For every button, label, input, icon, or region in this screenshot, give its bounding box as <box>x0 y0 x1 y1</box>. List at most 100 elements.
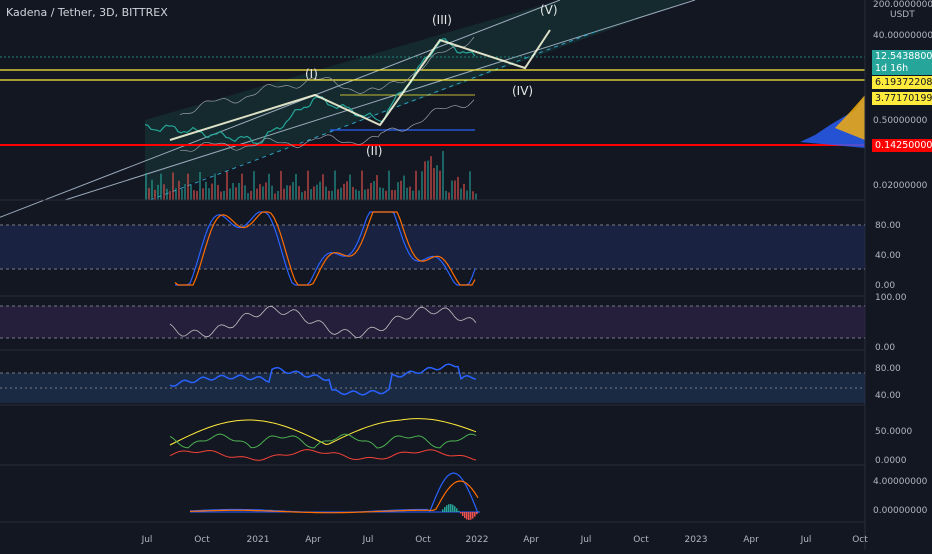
volume-bar <box>343 184 345 200</box>
macd-tick-2: 0.00000000 <box>873 506 928 516</box>
volume-bar <box>331 191 333 200</box>
volume-bar <box>313 186 315 200</box>
mfi-tick-2: 40.00 <box>875 391 901 401</box>
volume-bar <box>436 165 438 200</box>
volume-bar <box>277 191 279 200</box>
time-axis-label: Oct <box>633 535 649 545</box>
macd-tick-1: 4.00000000 <box>873 477 928 487</box>
wave-label-2: (II) <box>366 144 382 158</box>
volume-bar <box>163 184 165 200</box>
volume-bar <box>325 187 327 200</box>
macd-histogram-bar <box>456 508 458 512</box>
volume-bar <box>235 187 237 200</box>
volume-bar <box>382 188 384 200</box>
volume-bar <box>289 186 291 200</box>
volume-bar <box>358 191 360 200</box>
volume-bar <box>286 185 288 200</box>
volume-bar <box>232 183 234 200</box>
time-axis-label: Oct <box>852 535 868 545</box>
volume-bar <box>148 188 150 200</box>
volume-bar <box>364 190 366 200</box>
macd-histogram-bar <box>470 512 472 520</box>
time-axis-label: Jul <box>362 535 374 545</box>
volume-bar <box>211 184 213 200</box>
volume-bar <box>205 182 207 200</box>
macd-histogram-bar <box>472 512 474 519</box>
volume-bar <box>367 189 369 200</box>
volume-bar <box>304 191 306 200</box>
volume-bar <box>280 171 282 200</box>
volume-bar <box>316 185 318 200</box>
volume-bar <box>355 189 357 200</box>
volume-bar <box>169 191 171 200</box>
volume-bar <box>151 180 153 200</box>
volume-bar <box>238 183 240 200</box>
price-axis-label: 3.77170199 <box>872 92 932 105</box>
time-axis-label: Jul <box>800 535 812 545</box>
time-axis-label: Jul <box>141 535 153 545</box>
volume-bar <box>397 182 399 200</box>
volume-bar <box>346 181 348 200</box>
volume-bar <box>409 187 411 200</box>
volume-bar <box>463 184 465 200</box>
volume-bar <box>370 183 372 200</box>
volume-bar <box>307 171 309 200</box>
rsi-band <box>0 306 865 338</box>
volume-bar <box>259 184 261 200</box>
price-axis-label: 1d 16h <box>872 62 932 75</box>
volume-bar <box>469 171 471 200</box>
volume-bar <box>172 172 174 200</box>
volume-bar <box>274 194 276 200</box>
volume-bar <box>451 181 453 200</box>
macd-histogram-bar <box>452 505 454 512</box>
time-axis-label: Oct <box>194 535 210 545</box>
volume-bar <box>178 181 180 200</box>
volume-bar <box>457 177 459 200</box>
volume-bar <box>187 174 189 200</box>
macd-histogram-bar <box>464 512 466 518</box>
volume-bar <box>256 189 258 200</box>
chart-title: Kadena / Tether, 3D, BITTREX <box>6 6 168 19</box>
volume-bar <box>190 185 192 200</box>
currency-label: USDT <box>890 10 915 20</box>
volume-bar <box>181 189 183 200</box>
volume-bar <box>361 171 363 200</box>
volume-bar <box>271 186 273 200</box>
volume-bar <box>229 188 231 200</box>
volume-bar <box>328 191 330 200</box>
volume-bar <box>406 188 408 200</box>
volume-bar <box>448 192 450 200</box>
macd-histogram-bar <box>462 512 464 516</box>
volume-bar <box>310 189 312 200</box>
volume-bar <box>250 191 252 200</box>
dmi-tick-2: 0.0000 <box>875 456 907 466</box>
time-axis-label: Apr <box>305 535 321 545</box>
macd-histogram-bar <box>446 505 448 512</box>
volume-bar <box>466 191 468 200</box>
volume-bar <box>226 171 228 200</box>
volume-bar <box>298 186 300 200</box>
volume-bar <box>268 174 270 200</box>
volume-bar <box>400 181 402 200</box>
dmi-tick-1: 50.0000 <box>875 427 912 437</box>
stoch-tick-2: 40.00 <box>875 251 901 261</box>
volume-bar <box>295 174 297 200</box>
volume-bar <box>385 191 387 200</box>
volume-bar <box>475 194 477 200</box>
macd-histogram-bar <box>468 512 470 520</box>
mfi-tick-1: 80.00 <box>875 364 901 374</box>
volume-bar <box>376 175 378 200</box>
volume-bar <box>220 192 222 200</box>
volume-bar <box>334 171 336 200</box>
volume-bar <box>301 192 303 200</box>
volume-bar <box>244 185 246 200</box>
volume-bar <box>214 174 216 200</box>
volume-bar <box>322 174 324 200</box>
stoch-tick-1: 80.00 <box>875 221 901 231</box>
wave-label-4: (IV) <box>512 84 533 98</box>
macd-histogram-bar <box>450 504 452 512</box>
rsi-tick-2: 0.00 <box>875 343 895 353</box>
volume-bar <box>418 190 420 200</box>
